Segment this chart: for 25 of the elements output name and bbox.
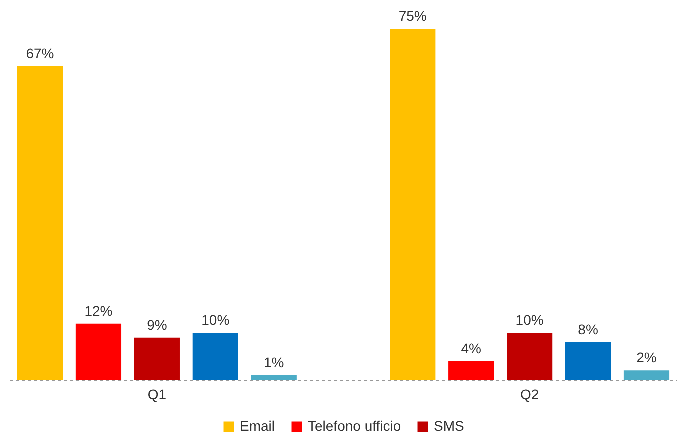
- data-label: 10%: [516, 312, 544, 328]
- data-label: 2%: [636, 350, 657, 366]
- legend-label: SMS: [434, 418, 464, 434]
- bar: [390, 29, 436, 380]
- bar: [17, 66, 64, 380]
- legend-label: Email: [240, 418, 276, 434]
- data-label: 1%: [264, 354, 284, 370]
- data-label: 10%: [202, 312, 230, 328]
- data-label: 8%: [578, 322, 598, 338]
- bar: [192, 333, 238, 380]
- data-label: 9%: [147, 316, 168, 333]
- bar: [565, 342, 612, 380]
- legend-label: Telefono ufficio: [308, 418, 402, 434]
- data-label: 4%: [461, 340, 482, 356]
- data-label: 12%: [84, 302, 113, 319]
- bar: [76, 324, 122, 380]
- bar: [448, 361, 494, 380]
- bar: [251, 375, 297, 380]
- bar: [507, 333, 553, 380]
- x-tick-label: Q1: [148, 386, 167, 402]
- bar: [134, 338, 180, 380]
- x-tick-label: Q2: [520, 386, 540, 402]
- data-label: 75%: [398, 8, 427, 24]
- bar: [624, 370, 670, 380]
- data-label: 67%: [26, 45, 54, 62]
